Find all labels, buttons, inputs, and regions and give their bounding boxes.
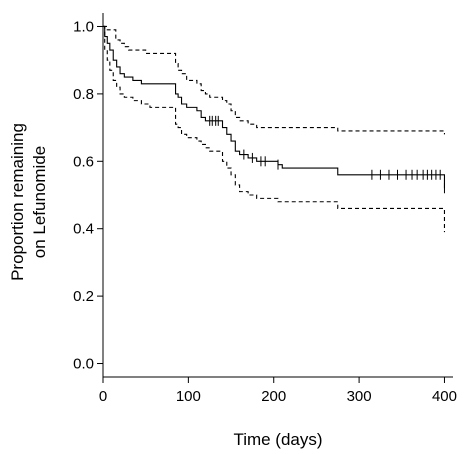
y-axis-title-line-1: Proportion remaining bbox=[8, 123, 27, 281]
confidence-band-line bbox=[103, 25, 446, 233]
y-axis-title-line-2: on Lefunomide bbox=[30, 146, 49, 258]
y-tick-label: 0.2 bbox=[73, 288, 94, 305]
confidence-band-line bbox=[103, 25, 446, 135]
x-tick-label: 0 bbox=[99, 388, 107, 405]
survival-curve bbox=[103, 25, 446, 189]
y-tick-label: 0.0 bbox=[73, 356, 94, 373]
y-tick-label: 0.8 bbox=[73, 86, 94, 103]
x-ticks: 0 100 200 300 400 bbox=[99, 377, 457, 405]
series-layer bbox=[103, 25, 446, 233]
x-axis-title: Time (days) bbox=[233, 430, 322, 449]
axes bbox=[102, 13, 453, 378]
y-tick-label: 0.6 bbox=[73, 153, 94, 170]
y-ticks: 0.0 0.2 0.4 0.6 0.8 1.0 bbox=[73, 18, 103, 373]
y-tick-label: 1.0 bbox=[73, 18, 94, 35]
x-tick-label: 400 bbox=[432, 388, 457, 405]
x-tick-label: 300 bbox=[347, 388, 372, 405]
x-tick-label: 200 bbox=[261, 388, 286, 405]
x-tick-label: 100 bbox=[176, 388, 201, 405]
censor-marks bbox=[209, 115, 445, 194]
y-tick-label: 0.4 bbox=[73, 221, 94, 238]
